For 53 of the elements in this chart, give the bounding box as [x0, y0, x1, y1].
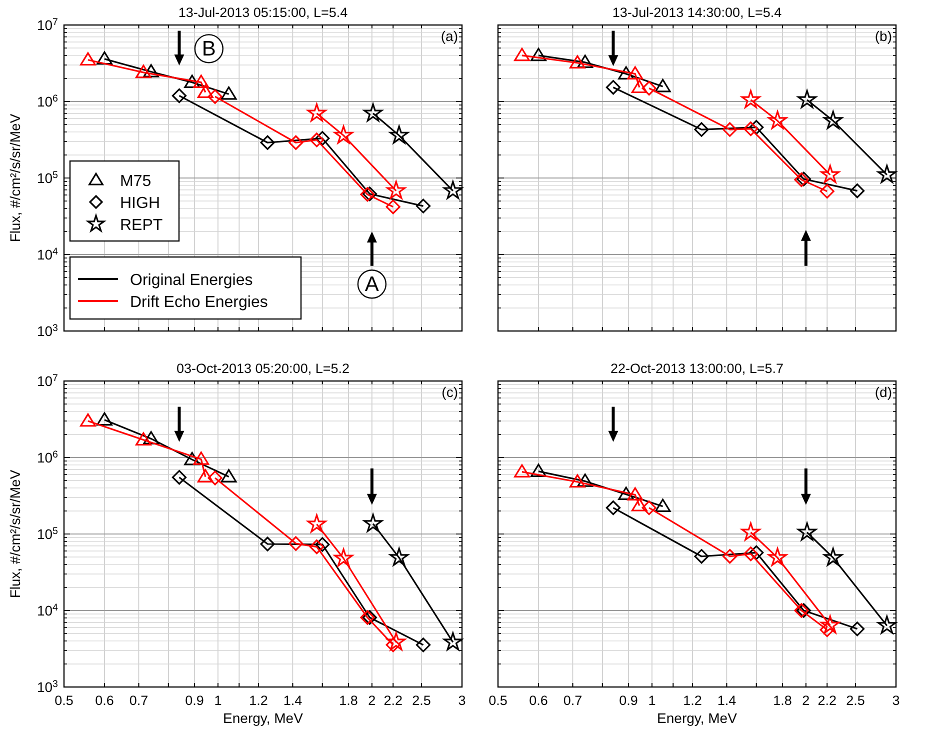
- y-tick-label: 10$^{5}$: [36, 526, 59, 542]
- annotation: (a): [440, 28, 458, 44]
- x-tick-label: 0.7: [563, 693, 582, 708]
- x-tick-label: 1: [648, 693, 656, 708]
- x-tick-label: 1.4: [717, 693, 737, 708]
- y-tick-label: 10$^{4}$: [36, 246, 59, 262]
- annotation: (d): [874, 384, 892, 400]
- x-tick-label: 0.9: [619, 693, 638, 708]
- y-axis-title: Flux, #/cm²/s/sr/MeV: [7, 113, 23, 242]
- x-tick-label: 1.8: [773, 693, 792, 708]
- annotation: B: [202, 38, 216, 61]
- chart-title: 03-Oct-2013 05:20:00, L=5.2: [176, 361, 350, 376]
- x-tick-label: 2.5: [412, 693, 431, 708]
- x-tick-label: 2.2: [818, 693, 836, 708]
- x-tick-label: 1.8: [339, 693, 358, 708]
- annotation: (c): [442, 384, 458, 400]
- y-tick-label: 10$^{4}$: [36, 602, 59, 618]
- y-tick-label: 10$^{3}$: [36, 322, 59, 339]
- y-tick-label: 10$^{5}$: [36, 170, 59, 186]
- x-tick-label: 0.5: [54, 693, 74, 708]
- x-tick-label: 0.5: [488, 693, 508, 708]
- x-tick-label: 2: [802, 693, 810, 708]
- legend-label: HIGH: [120, 195, 160, 212]
- x-tick-label: 1.2: [249, 693, 268, 708]
- y-tick-label: 10$^{6}$: [36, 93, 59, 110]
- x-tick-label: 0.6: [95, 693, 114, 708]
- x-tick-label: 1: [214, 693, 222, 708]
- y-tick-label: 10$^{7}$: [36, 372, 58, 389]
- y-tick-label: 10$^{6}$: [36, 449, 59, 466]
- legend-label: REPT: [120, 217, 163, 234]
- chart-title: 13-Jul-2013 05:15:00, L=5.4: [178, 5, 348, 20]
- y-axis-title: Flux, #/cm²/s/sr/MeV: [7, 469, 23, 598]
- chart-title: 13-Jul-2013 14:30:00, L=5.4: [612, 5, 782, 20]
- x-tick-label: 0.6: [529, 693, 548, 708]
- chart-title: 22-Oct-2013 13:00:00, L=5.7: [610, 361, 784, 376]
- annotation: A: [364, 273, 379, 296]
- y-tick-label: 10$^{7}$: [36, 16, 58, 33]
- y-tick-label: 10$^{3}$: [36, 678, 59, 695]
- x-tick-label: 0.7: [129, 693, 148, 708]
- x-tick-label: 2.2: [384, 693, 402, 708]
- x-axis-title: Energy, MeV: [223, 710, 304, 726]
- annotation: (b): [874, 28, 892, 44]
- annotation: Drift Echo Energies: [130, 294, 268, 311]
- x-tick-label: 1.2: [683, 693, 702, 708]
- legend-label: M75: [120, 173, 152, 190]
- x-tick-label: 3: [458, 693, 466, 708]
- x-tick-label: 2.5: [846, 693, 865, 708]
- x-tick-label: 1.4: [283, 693, 303, 708]
- x-axis-title: Energy, MeV: [657, 710, 738, 726]
- x-tick-label: 3: [892, 693, 900, 708]
- x-tick-label: 2: [368, 693, 376, 708]
- x-tick-label: 0.9: [185, 693, 204, 708]
- annotation: Original Energies: [130, 272, 253, 289]
